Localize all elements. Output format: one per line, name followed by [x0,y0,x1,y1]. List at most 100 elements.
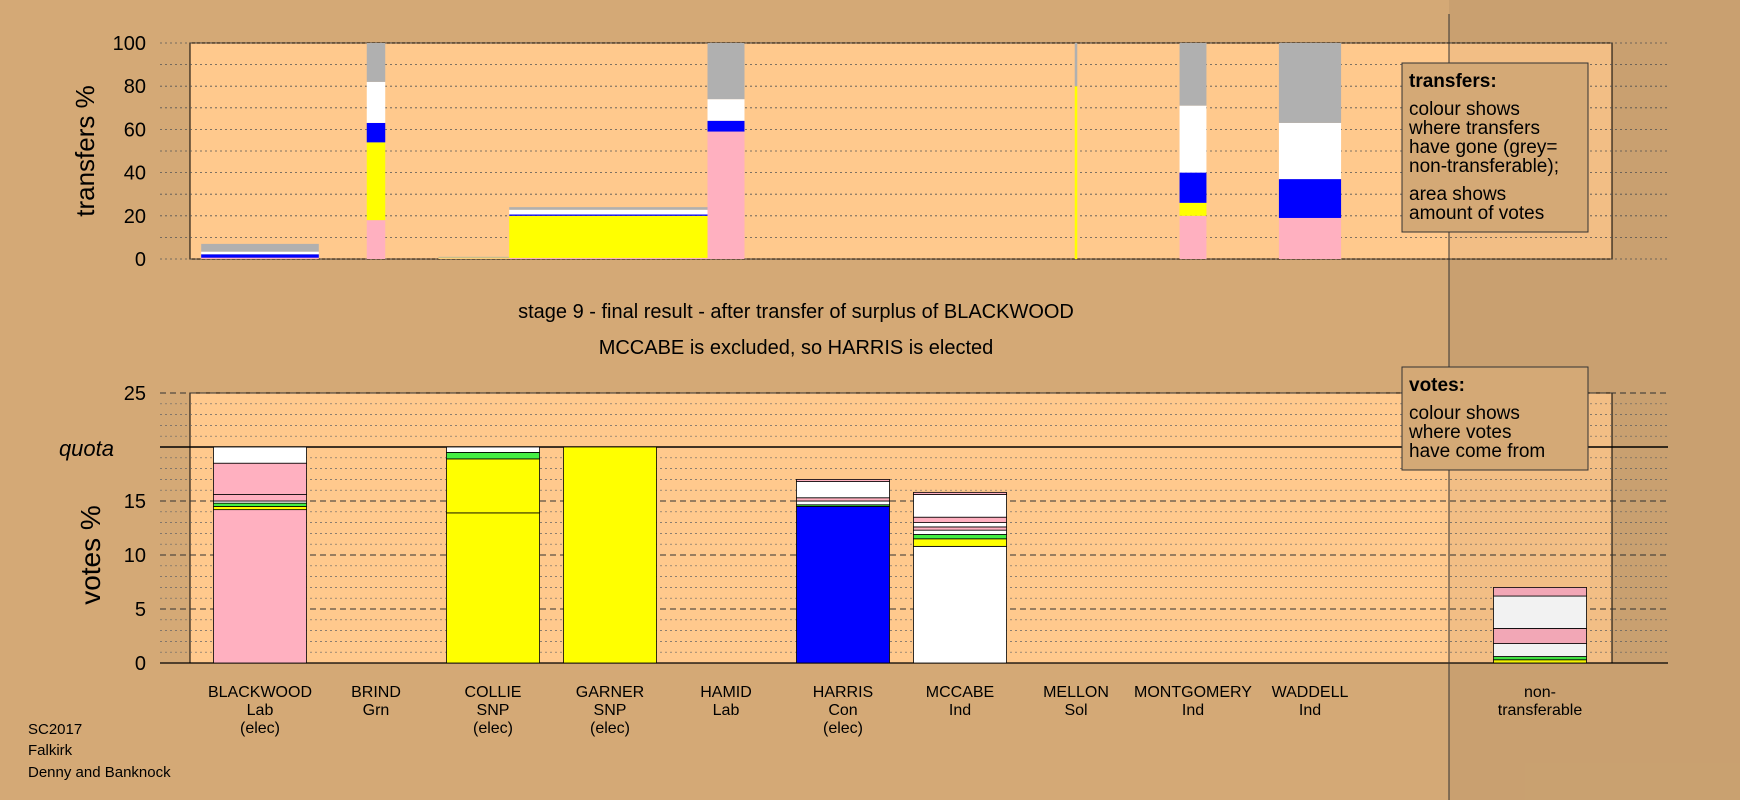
candidate-name-label: COLLIE [465,684,522,701]
vote-segment [796,500,890,506]
transfer-segment [1179,172,1207,203]
votes-y-tick-label: 0 [135,653,146,675]
vote-segment [213,505,307,511]
transfer-segment [438,257,548,259]
transfer-segment [1278,122,1342,180]
candidate-name-label: MELLON [1043,684,1109,701]
votes-y-tick-label: 25 [124,383,146,405]
transfers-y-tick-label: 20 [124,206,146,228]
candidate-party-label: Con [828,702,857,719]
transfer-segment [509,257,711,259]
vote-segment [913,494,1007,518]
votes-y-axis-label: votes % [75,505,106,605]
vote-segment [796,505,890,664]
transfer-segment [509,207,711,210]
transfer-segment [1278,217,1342,259]
transfers-legend: transfers: colour shows where transfers … [1401,62,1589,233]
candidate-elected-label: (elec) [473,720,513,737]
vote-segment [213,502,307,507]
transfers-y-tick-label: 40 [124,163,146,185]
transfers-legend-title: transfers: [1409,71,1497,92]
votes-plot-area [189,392,1613,664]
vote-segment [213,462,307,495]
candidate-name-label: GARNER [576,684,644,701]
vote-segment [213,509,307,664]
transfers-legend-line: where transfers [1408,118,1540,139]
votes-legend-line: where votes [1408,422,1511,443]
candidate-party-label: Ind [1299,702,1321,719]
candidate-name-label: MCCABE [926,684,994,701]
candidate-party-label: SNP [594,702,627,719]
candidate-party-label: SNP [477,702,510,719]
transfer-segment [1179,202,1207,216]
votes-y-tick-label: 5 [135,599,146,621]
transfer-segment [509,215,711,258]
votes-y-ticks: 0 5 10 15 25 [124,383,146,675]
candidate-name-label: MONTGOMERY [1134,684,1252,701]
candidate-name-label: WADDELL [1272,684,1349,701]
votes-legend-line: have come from [1409,441,1545,462]
stage-caption-line1: stage 9 - final result - after transfer … [518,301,1074,323]
transfers-y-tick-label: 80 [124,76,146,98]
vote-segment [913,529,1007,535]
votes-x-labels: BLACKWOODLab(elec)BRINDGrnCOLLIESNP(elec… [208,684,1582,737]
candidate-party-label: transferable [1498,702,1583,719]
vote-segment [1493,587,1587,597]
votes-y-tick-label: 10 [124,545,146,567]
vote-segment [913,534,1007,540]
transfers-legend-line: colour shows [1409,99,1520,120]
transfer-segment [1278,43,1342,123]
vote-segment [446,512,540,664]
candidate-party-label: Ind [1182,702,1204,719]
votes-legend: votes: colour shows where votes have com… [1401,366,1589,471]
vote-segment [913,526,1007,531]
vote-segment [913,516,1007,524]
transfers-legend-box [1401,62,1589,233]
candidate-party-label: Grn [363,702,390,719]
transfer-segment [366,220,386,259]
candidate-elected-label: (elec) [590,720,630,737]
vote-segment [913,491,1007,495]
transfers-bars [201,43,1342,259]
transfers-y-tick-label: 100 [113,33,146,55]
transfer-segment [1179,215,1207,259]
candidate-name-label: HARRIS [813,684,873,701]
candidate-party-label: Lab [713,702,740,719]
candidate-name-label: non- [1524,684,1556,701]
transfer-segment [509,214,711,216]
transfer-segment [509,209,711,215]
votes-legend-title: votes: [1409,375,1465,396]
votes-legend-box [1401,366,1589,471]
transfer-segment [201,257,319,259]
candidate-party-label: Lab [247,702,274,719]
transfer-segment [707,131,745,259]
transfer-segment [1074,43,1078,87]
transfer-segment [366,142,386,221]
transfer-segment [438,258,548,259]
transfer-segment [707,120,745,132]
vote-segment [796,481,890,499]
votes-bars [213,446,1587,664]
transfer-segment [1179,43,1207,106]
transfers-y-tick-label: 60 [124,119,146,141]
candidate-party-label: Ind [949,702,971,719]
transfer-segment [1278,179,1342,218]
footer-ward: Denny and Banknock [28,764,171,781]
transfers-y-axis-label: transfers % [70,85,100,217]
stage-caption-line2: MCCABE is excluded, so HARRIS is elected [599,337,994,359]
footer-council: Falkirk [28,742,73,759]
candidate-elected-label: (elec) [823,720,863,737]
transfers-legend-line: have gone (grey= [1409,137,1557,158]
transfers-legend-line: non-transferable); [1409,156,1559,177]
transfers-y-tick-label: 0 [135,249,146,271]
transfer-segment [366,43,386,82]
votes-legend-line: colour shows [1409,403,1520,424]
transfer-segment [366,81,386,123]
candidate-name-label: HAMID [700,684,752,701]
vote-segment [913,538,1007,547]
transfer-segment [201,251,319,255]
vote-segment [446,451,540,460]
transfers-y-ticks: 0 20 40 60 80 100 [113,33,146,271]
